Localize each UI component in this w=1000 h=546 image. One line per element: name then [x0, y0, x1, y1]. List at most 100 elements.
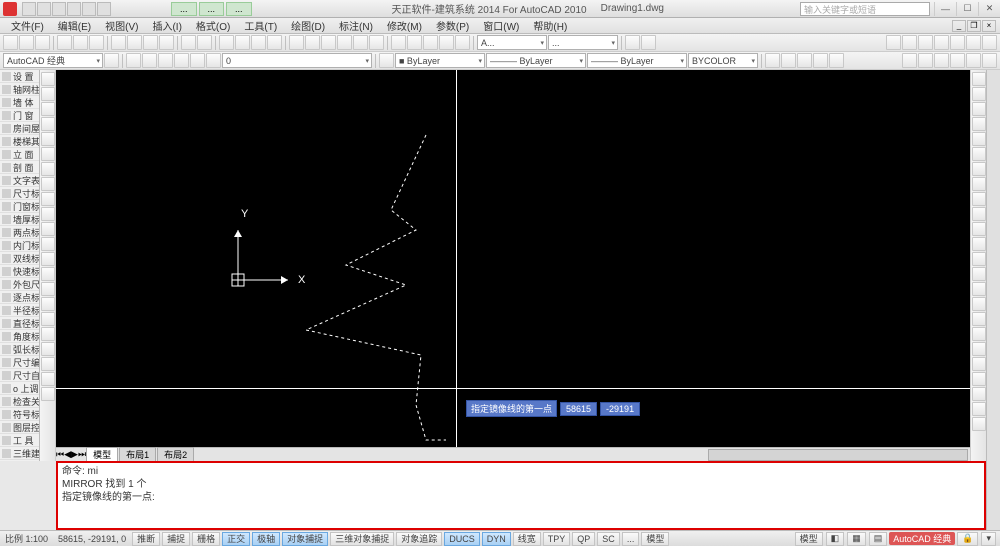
status-toggle-12[interactable]: QP [572, 532, 595, 546]
modify-btn-19[interactable] [972, 357, 986, 371]
tb-zoomwin-icon[interactable] [251, 35, 266, 50]
menu-window[interactable]: 窗口(W) [476, 18, 526, 33]
pb-e-icon[interactable] [829, 53, 844, 68]
draw-btn-17[interactable] [41, 327, 55, 341]
modify-btn-3[interactable] [972, 117, 986, 131]
modify-btn-5[interactable] [972, 147, 986, 161]
draw-btn-10[interactable] [41, 222, 55, 236]
tb-open-icon[interactable] [19, 35, 34, 50]
tb-r2-icon[interactable] [902, 35, 917, 50]
tarch-item[interactable]: 弧长标注 [0, 343, 39, 356]
tb-b1-icon[interactable] [391, 35, 406, 50]
title-tab[interactable]: ... [226, 2, 252, 16]
draw-btn-14[interactable] [41, 282, 55, 296]
title-tab[interactable]: ... [199, 2, 225, 16]
status-model-button[interactable]: 模型 [795, 532, 823, 546]
status-toggle-2[interactable]: 栅格 [192, 532, 220, 546]
pb-r3-icon[interactable] [934, 53, 949, 68]
draw-btn-4[interactable] [41, 132, 55, 146]
pb-r1-icon[interactable] [902, 53, 917, 68]
tb-r3-icon[interactable] [918, 35, 933, 50]
draw-btn-0[interactable] [41, 72, 55, 86]
tarch-item[interactable]: 两点标注 [0, 226, 39, 239]
mdi-restore[interactable]: ❐ [967, 20, 981, 32]
tb-markup-icon[interactable] [353, 35, 368, 50]
tarch-item[interactable]: 门窗标注 [0, 200, 39, 213]
tb-dc-icon[interactable] [305, 35, 320, 50]
plotstyle-dropdown[interactable]: BYCOLOR [688, 53, 758, 68]
modify-btn-14[interactable] [972, 282, 986, 296]
modify-btn-1[interactable] [972, 87, 986, 101]
tarch-item[interactable]: 双线标注 [0, 252, 39, 265]
minimize-button[interactable]: — [934, 2, 956, 16]
tb-r4-icon[interactable] [934, 35, 949, 50]
status-scale[interactable]: 比例 1:100 [0, 532, 53, 545]
tarch-item[interactable]: 文字表格 [0, 174, 39, 187]
draw-btn-15[interactable] [41, 297, 55, 311]
layer-make-icon[interactable] [379, 53, 394, 68]
pb-r4-icon[interactable] [950, 53, 965, 68]
tarch-item[interactable]: 工 具 [0, 434, 39, 447]
modify-btn-21[interactable] [972, 387, 986, 401]
draw-btn-5[interactable] [41, 147, 55, 161]
status-workspace-label[interactable]: AutoCAD 经典 [889, 532, 955, 545]
draw-btn-2[interactable] [41, 102, 55, 116]
modify-btn-4[interactable] [972, 132, 986, 146]
tarch-item[interactable]: 设 置 [0, 70, 39, 83]
pb-a-icon[interactable] [765, 53, 780, 68]
modify-btn-17[interactable] [972, 327, 986, 341]
vscrollbar[interactable] [986, 70, 1000, 461]
draw-btn-7[interactable] [41, 177, 55, 191]
status-toggle-1[interactable]: 捕捉 [162, 532, 190, 546]
modify-btn-10[interactable] [972, 222, 986, 236]
status-toggle-15[interactable]: 模型 [641, 532, 669, 546]
tarch-item[interactable]: 符号标注 [0, 408, 39, 421]
qat-undo-icon[interactable] [67, 2, 81, 16]
tarch-item[interactable]: 轴网柱子 [0, 83, 39, 96]
tb-qcalc-icon[interactable] [369, 35, 384, 50]
tarch-item[interactable]: 直径标注 [0, 317, 39, 330]
menu-modify[interactable]: 修改(M) [380, 18, 429, 33]
tb-publish-icon[interactable] [89, 35, 104, 50]
maximize-button[interactable]: ☐ [956, 2, 978, 16]
menu-insert[interactable]: 插入(I) [145, 18, 188, 33]
tb-zoomprev-icon[interactable] [267, 35, 282, 50]
tb-copy-icon[interactable] [127, 35, 142, 50]
layer-prev-icon[interactable] [206, 53, 221, 68]
tab-nav-last[interactable]: ⏭ [78, 449, 86, 460]
color-dropdown[interactable]: ■ ByLayer [395, 53, 485, 68]
tb-props-icon[interactable] [289, 35, 304, 50]
qat-redo-icon[interactable] [82, 2, 96, 16]
draw-btn-9[interactable] [41, 207, 55, 221]
draw-btn-21[interactable] [41, 387, 55, 401]
tb-cut-icon[interactable] [111, 35, 126, 50]
tarch-item[interactable]: 房间屋顶 [0, 122, 39, 135]
tab-layout2[interactable]: 布局2 [157, 447, 194, 461]
qat-save-icon[interactable] [52, 2, 66, 16]
tarch-item[interactable]: 墙 体 [0, 96, 39, 109]
pb-d-icon[interactable] [813, 53, 828, 68]
mdi-min[interactable]: _ [952, 20, 966, 32]
dyn-x-value[interactable]: 58615 [560, 402, 597, 416]
tarch-item[interactable]: 外包尺寸 [0, 278, 39, 291]
tab-nav-first[interactable]: ⏮ [56, 449, 64, 460]
lineweight-dropdown[interactable]: ——— ByLayer [587, 53, 687, 68]
modify-btn-20[interactable] [972, 372, 986, 386]
tarch-item[interactable]: 尺寸标注 [0, 187, 39, 200]
status-toggle-0[interactable]: 推断 [132, 532, 160, 546]
status-toggle-14[interactable]: ... [622, 532, 640, 546]
tarch-item[interactable]: 逐点标注 [0, 291, 39, 304]
qat-print-icon[interactable] [97, 2, 111, 16]
tb-b5-icon[interactable] [455, 35, 470, 50]
tb-redo-icon[interactable] [197, 35, 212, 50]
tab-nav-prev[interactable]: ◀ [64, 449, 71, 460]
status-toggle-13[interactable]: SC [597, 532, 620, 546]
draw-btn-19[interactable] [41, 357, 55, 371]
tb-r1-icon[interactable] [886, 35, 901, 50]
menu-file[interactable]: 文件(F) [4, 18, 51, 33]
command-window[interactable]: 命令: mi MIRROR 找到 1 个 指定镜像线的第一点: [56, 461, 986, 530]
status-toggle-9[interactable]: DYN [482, 532, 511, 546]
status-toggle-3[interactable]: 正交 [222, 532, 250, 546]
tarch-item[interactable]: 半径标注 [0, 304, 39, 317]
modify-btn-0[interactable] [972, 72, 986, 86]
